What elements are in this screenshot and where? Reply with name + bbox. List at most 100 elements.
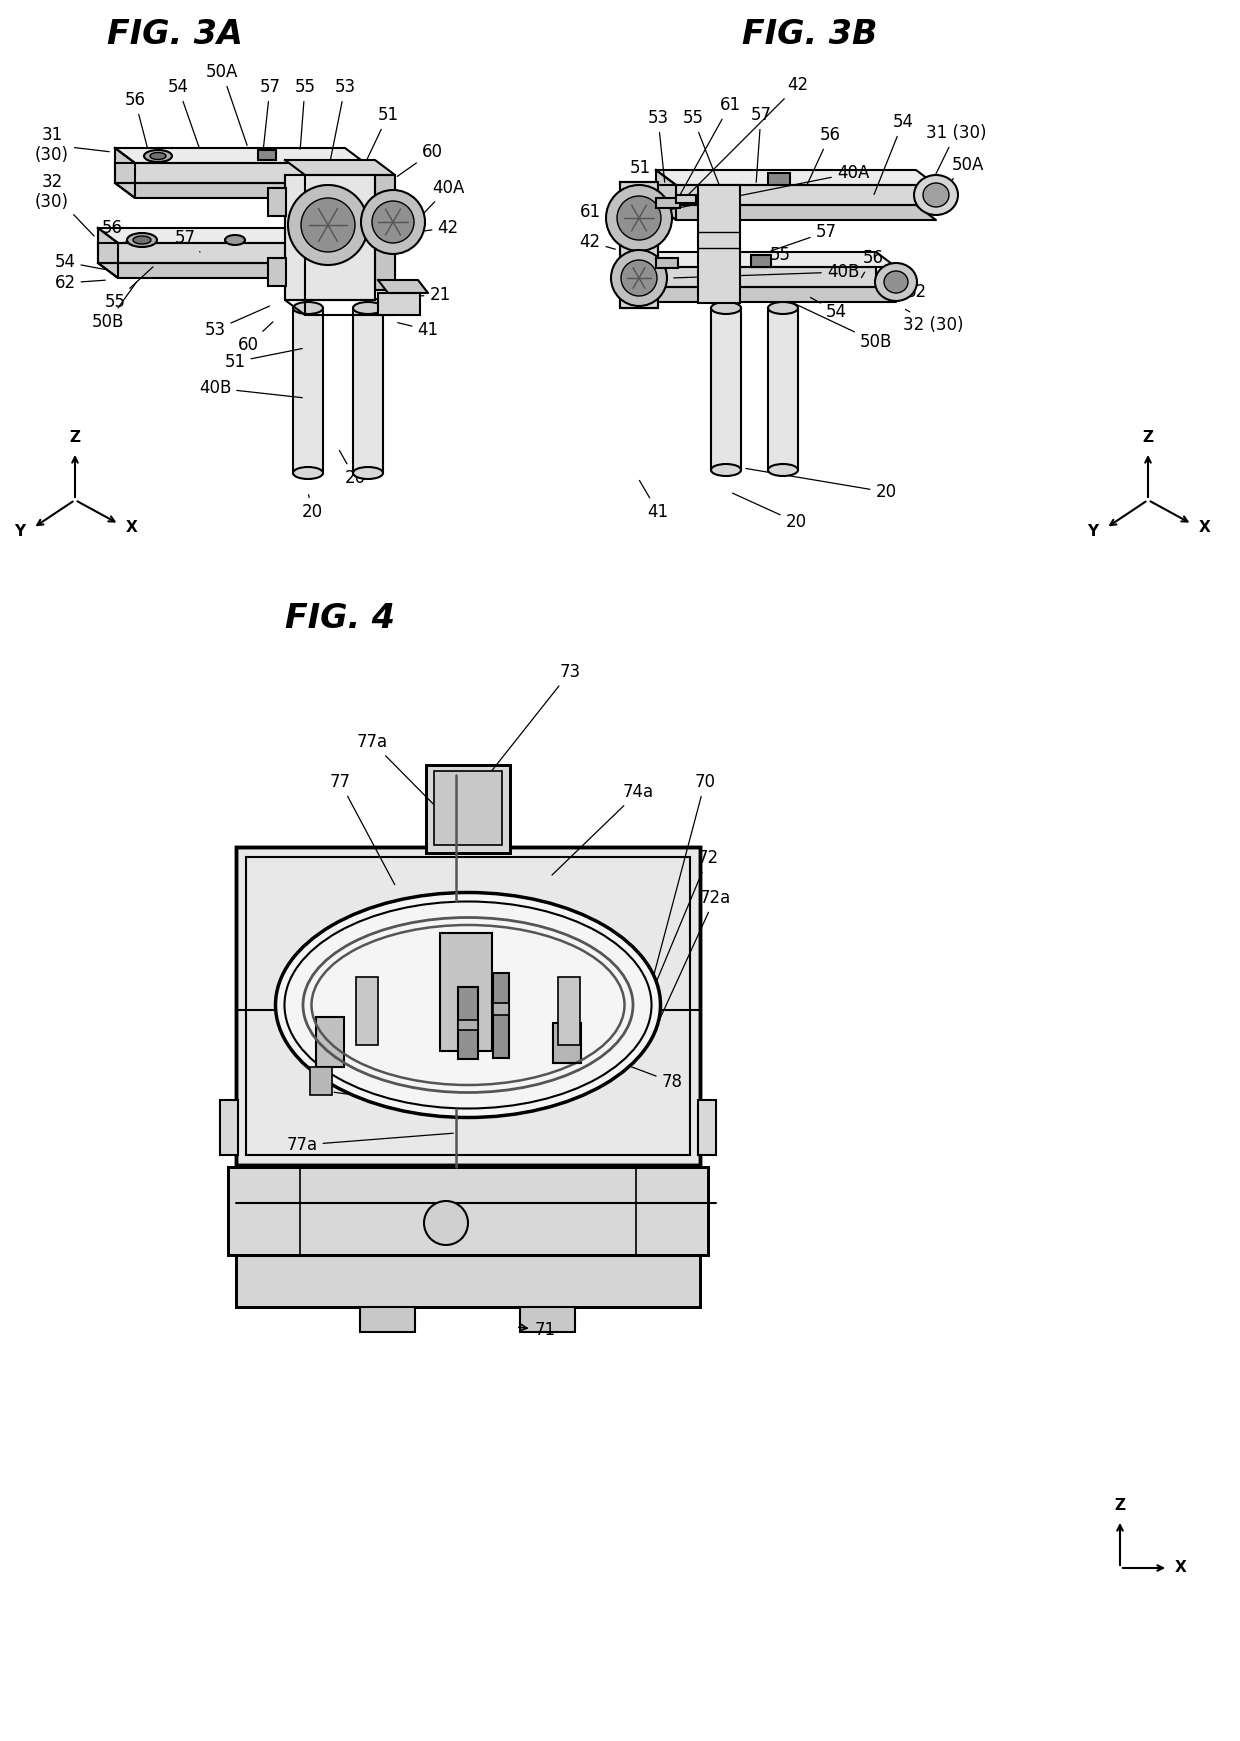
Text: 40A: 40A xyxy=(424,179,464,212)
Circle shape xyxy=(288,185,368,265)
Ellipse shape xyxy=(353,301,383,313)
Polygon shape xyxy=(656,171,676,219)
Ellipse shape xyxy=(711,301,742,313)
Text: X: X xyxy=(1199,519,1210,534)
Ellipse shape xyxy=(884,272,908,292)
Text: X: X xyxy=(1176,1560,1187,1576)
Bar xyxy=(228,1166,708,1255)
Text: Z: Z xyxy=(1142,430,1153,446)
Ellipse shape xyxy=(711,465,742,475)
Text: 72a: 72a xyxy=(660,890,730,1020)
Text: 42: 42 xyxy=(688,77,808,195)
Bar xyxy=(494,973,508,1059)
Polygon shape xyxy=(98,263,329,279)
Text: 21: 21 xyxy=(420,286,450,305)
Text: FIG. 3A: FIG. 3A xyxy=(107,19,243,52)
Bar xyxy=(558,977,580,1045)
Text: FIG. 3B: FIG. 3B xyxy=(743,19,878,52)
Text: 55: 55 xyxy=(295,78,315,150)
Text: Y: Y xyxy=(14,524,25,540)
Bar xyxy=(293,308,322,474)
Text: 40B: 40B xyxy=(198,380,303,397)
Bar xyxy=(236,1255,701,1307)
Bar xyxy=(236,848,701,1165)
Polygon shape xyxy=(115,164,345,183)
Text: 54: 54 xyxy=(55,252,105,272)
Bar xyxy=(246,857,689,1154)
Polygon shape xyxy=(626,266,875,287)
Text: 31 (30): 31 (30) xyxy=(926,124,986,188)
Polygon shape xyxy=(98,228,329,244)
Circle shape xyxy=(301,198,355,252)
Text: 20: 20 xyxy=(301,494,322,521)
Circle shape xyxy=(611,251,667,306)
Ellipse shape xyxy=(914,176,959,214)
Text: 54: 54 xyxy=(874,113,914,195)
Ellipse shape xyxy=(875,263,918,301)
Bar xyxy=(520,1307,575,1332)
Text: 41: 41 xyxy=(640,481,668,521)
Bar xyxy=(236,848,701,1165)
Text: 53: 53 xyxy=(205,306,269,339)
Polygon shape xyxy=(626,287,897,301)
Bar xyxy=(676,195,696,204)
Text: 57: 57 xyxy=(770,223,837,251)
Polygon shape xyxy=(374,176,396,291)
Text: 42: 42 xyxy=(579,233,615,251)
Text: 42: 42 xyxy=(418,219,459,237)
Text: 40A: 40A xyxy=(661,164,869,211)
Polygon shape xyxy=(98,244,308,263)
Text: 70: 70 xyxy=(649,773,715,994)
Text: 32 (30): 32 (30) xyxy=(903,310,963,334)
Text: 55: 55 xyxy=(682,110,719,185)
Text: 57: 57 xyxy=(750,106,771,183)
Text: 78: 78 xyxy=(575,1046,682,1092)
Ellipse shape xyxy=(150,153,166,160)
Text: 75a: 75a xyxy=(273,1003,314,1045)
Text: 76: 76 xyxy=(503,952,568,1008)
Text: 74: 74 xyxy=(341,930,448,985)
Bar xyxy=(494,1003,508,1015)
Text: 50A: 50A xyxy=(206,63,247,145)
Bar xyxy=(768,308,799,470)
Text: 55: 55 xyxy=(755,245,791,265)
Ellipse shape xyxy=(293,467,322,479)
Text: FIG. 4: FIG. 4 xyxy=(285,601,396,634)
Text: 74a: 74a xyxy=(552,783,653,876)
Text: 20: 20 xyxy=(733,493,806,531)
Text: Y: Y xyxy=(1087,524,1097,540)
Text: 73: 73 xyxy=(492,663,580,771)
Circle shape xyxy=(621,259,657,296)
Text: 57: 57 xyxy=(259,78,280,150)
Text: 71: 71 xyxy=(518,1321,556,1339)
Circle shape xyxy=(424,1201,467,1245)
Bar xyxy=(310,1067,332,1095)
Text: 72: 72 xyxy=(656,850,718,982)
Circle shape xyxy=(606,185,672,251)
Bar xyxy=(458,1020,477,1031)
Text: 60: 60 xyxy=(238,322,273,353)
Polygon shape xyxy=(656,205,936,219)
Text: 20: 20 xyxy=(745,468,897,501)
Circle shape xyxy=(372,200,414,244)
Bar xyxy=(356,977,378,1045)
Polygon shape xyxy=(656,171,936,185)
Text: 53: 53 xyxy=(647,110,668,183)
Polygon shape xyxy=(285,176,374,299)
Bar xyxy=(258,150,277,160)
Ellipse shape xyxy=(144,150,172,162)
Text: 51: 51 xyxy=(363,106,398,167)
Bar xyxy=(353,308,383,474)
Bar xyxy=(236,1255,701,1307)
Text: 77: 77 xyxy=(330,773,394,884)
Polygon shape xyxy=(115,148,135,198)
Bar xyxy=(219,1100,238,1154)
Bar xyxy=(268,258,286,286)
Bar xyxy=(268,188,286,216)
Bar xyxy=(751,254,771,266)
Text: 50B: 50B xyxy=(794,303,893,352)
Bar xyxy=(768,172,790,185)
Circle shape xyxy=(361,190,425,254)
Text: 56: 56 xyxy=(124,91,148,148)
Text: 77a: 77a xyxy=(356,733,454,825)
